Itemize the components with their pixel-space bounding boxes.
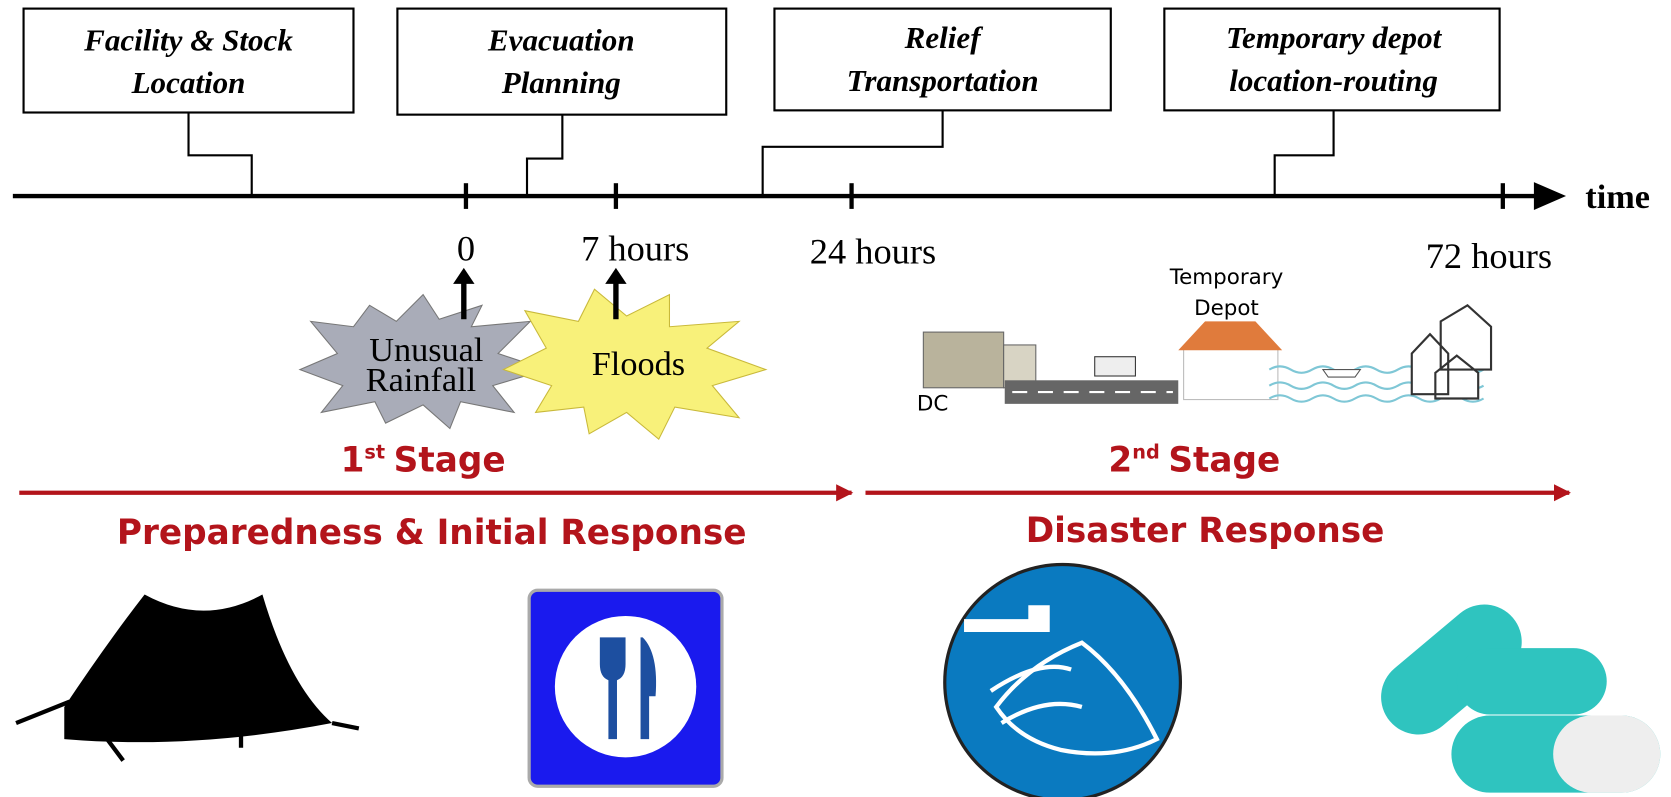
stage-number: 1: [341, 440, 365, 480]
axis-label: time: [1585, 178, 1650, 216]
diagram: Facility & Stock Location Evacuation Pla…: [0, 0, 1671, 797]
box-label: Evacuation: [487, 22, 635, 57]
event-label: Floods: [592, 345, 685, 383]
box-label: Location: [131, 65, 246, 100]
event-arrowheads: [453, 268, 627, 284]
stage-number: 2: [1108, 440, 1132, 480]
box-label: Transportation: [847, 63, 1039, 98]
handwash-icon: [945, 565, 1181, 797]
stage-suffix: st: [364, 440, 385, 463]
pills-icon: [1366, 589, 1661, 793]
stage-title: Disaster Response: [1026, 511, 1385, 551]
tick-label: 24 hours: [810, 232, 936, 272]
box-label: Facility & Stock: [83, 22, 293, 57]
tick-labels: 0 7 hours 24 hours 72 hours: [457, 228, 1552, 275]
box-label: Relief: [904, 20, 984, 55]
axis-arrow: [1534, 182, 1566, 210]
stage-word: Stage: [394, 440, 506, 480]
tick-label: 72 hours: [1426, 236, 1552, 276]
tick-label: 7 hours: [581, 228, 689, 268]
scene-label: DC: [917, 391, 948, 416]
stage-heading: 2nd Stage: [1108, 440, 1280, 480]
box-label: Temporary depot: [1226, 20, 1443, 55]
food-icon: [529, 590, 722, 786]
scene-label: Depot: [1194, 296, 1259, 321]
stage-word: Stage: [1168, 440, 1280, 480]
tent-icon: [16, 595, 359, 761]
stage-title: Preparedness & Initial Response: [117, 513, 747, 553]
stage-suffix: nd: [1132, 440, 1160, 463]
box-label: location-routing: [1229, 63, 1438, 98]
tick-label: 0: [457, 228, 475, 268]
event-label: Rainfall: [366, 361, 476, 399]
scene-label: Temporary: [1169, 265, 1284, 290]
connectors: [189, 110, 1334, 196]
stage-heading: 1st Stage: [341, 440, 506, 480]
box-label: Planning: [501, 65, 621, 100]
